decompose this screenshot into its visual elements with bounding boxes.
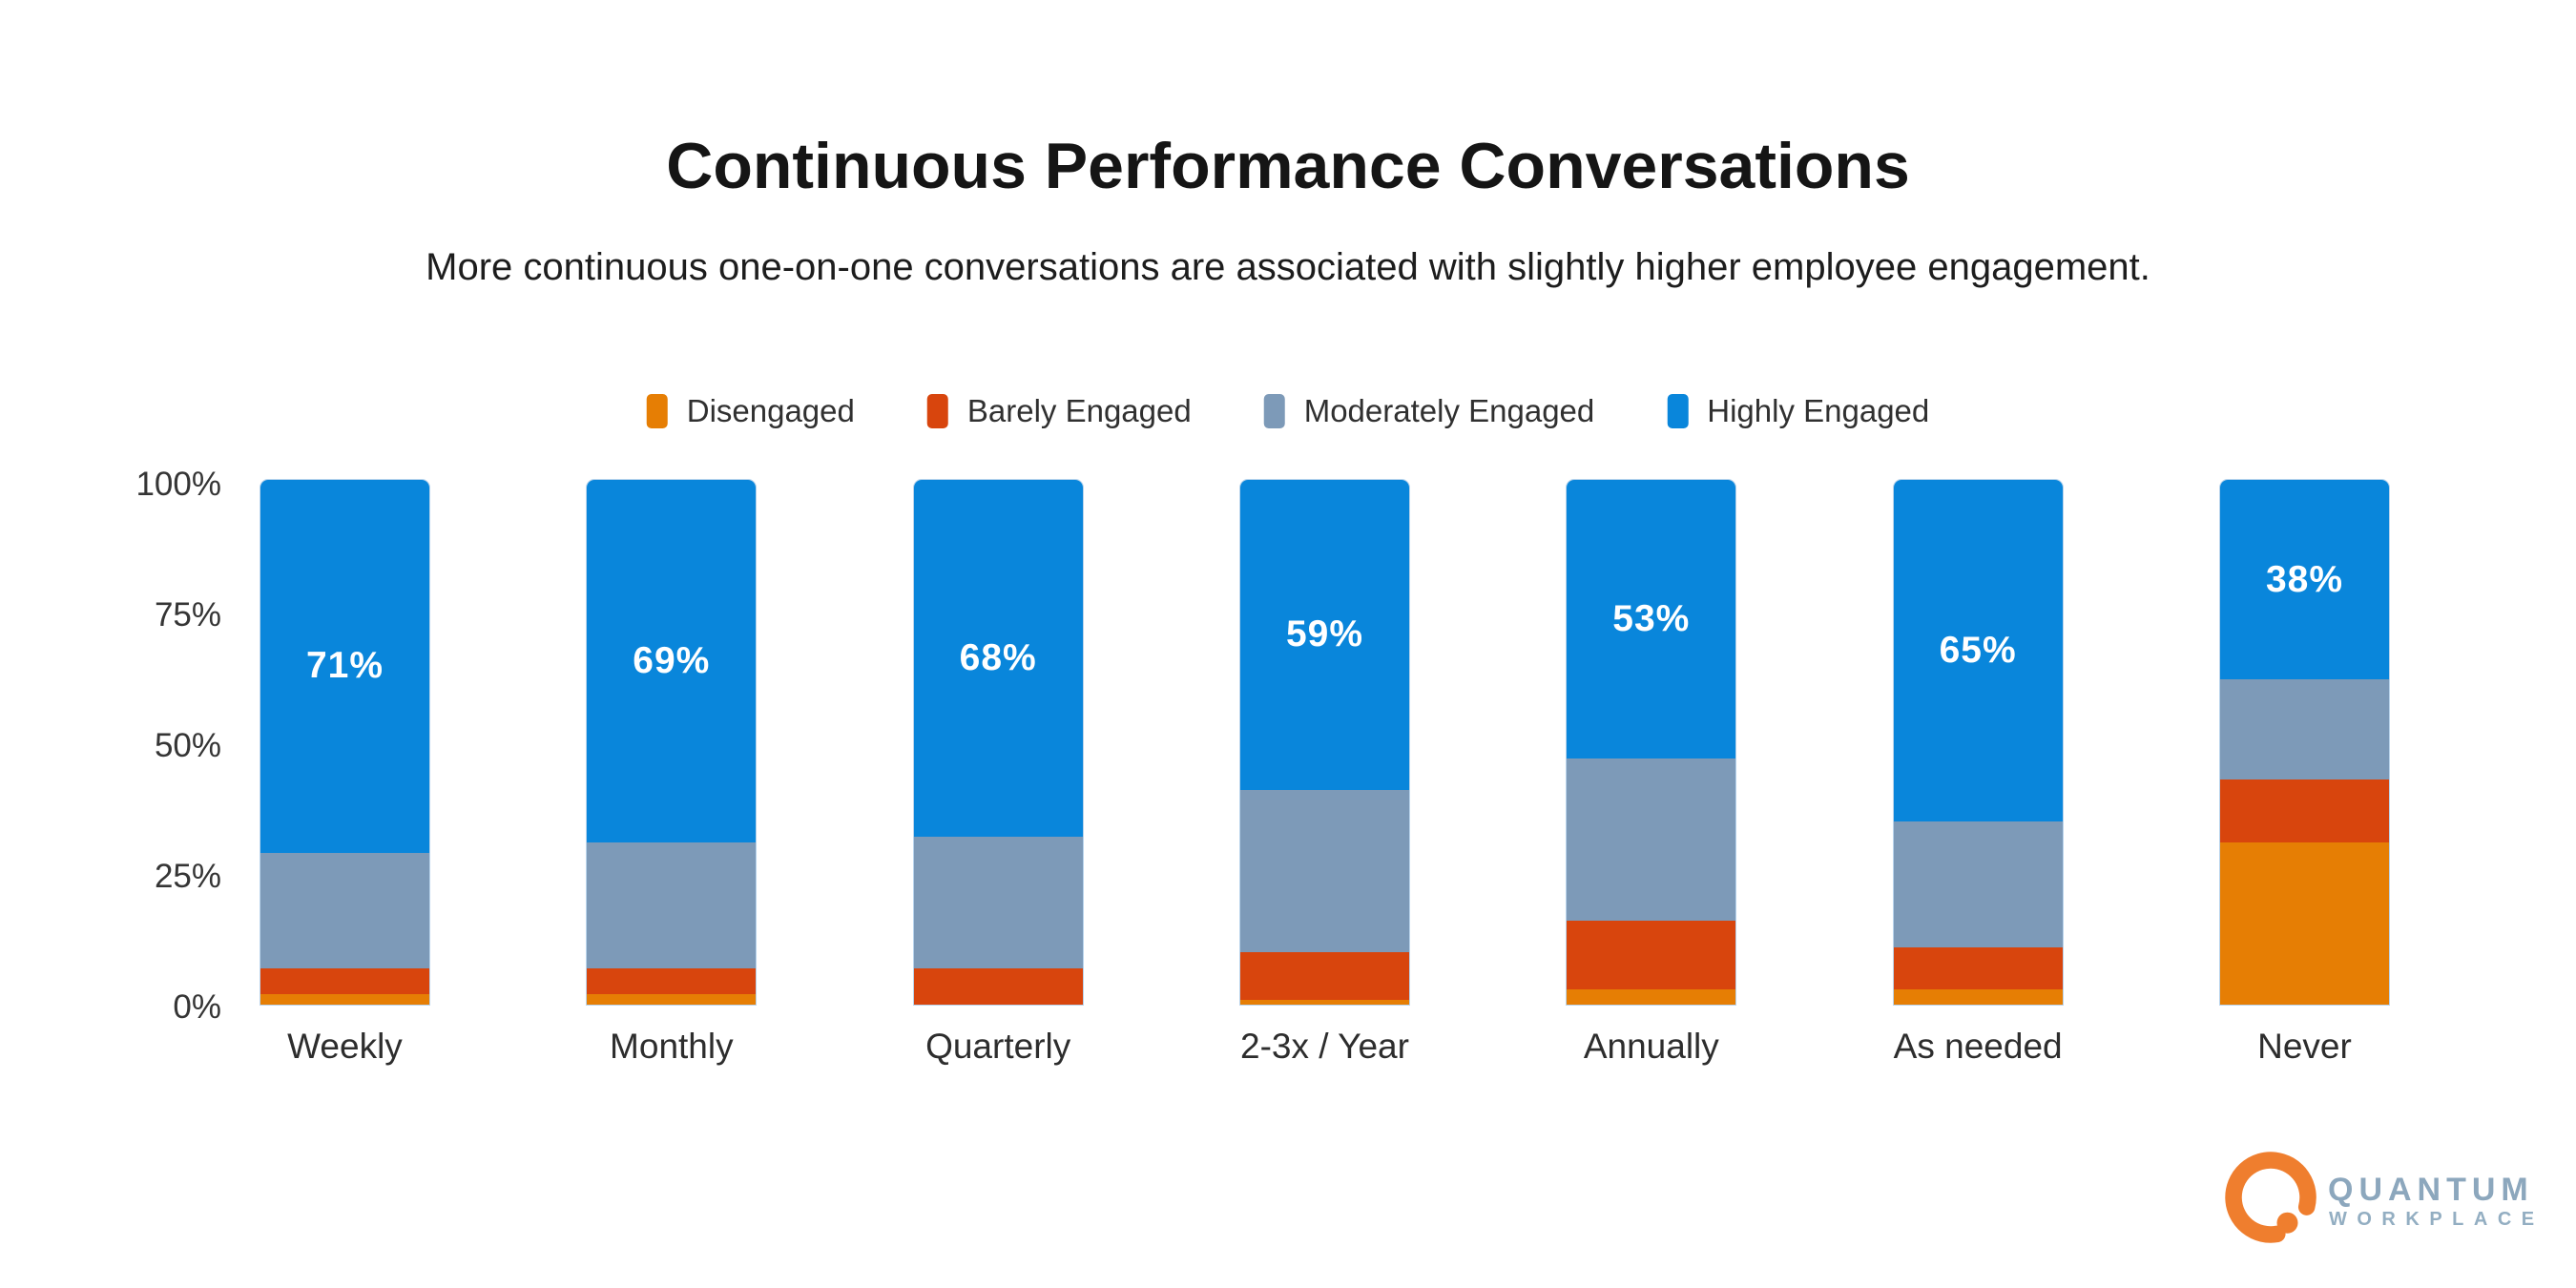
segment-barely-engaged-2-3x-year: [1239, 952, 1409, 1000]
legend: Disengaged Barely Engaged Moderately Eng…: [646, 393, 1929, 429]
x-axis-label-text: Monthly: [610, 1027, 734, 1066]
bar-value-label-weekly: 71%: [305, 645, 384, 687]
segment-disengaged-monthly: [587, 994, 757, 1005]
segment-barely-engaged-annually: [1567, 921, 1736, 989]
segment-moderately-engaged-as-needed: [1893, 821, 2063, 947]
segment-moderately-engaged-monthly: [587, 841, 757, 968]
legend-swatch-moderately-engaged-icon: [1263, 394, 1285, 428]
segment-highly-engaged-weekly: 71%: [260, 480, 429, 853]
q-ring-icon: [2225, 1152, 2316, 1243]
chart-title: Continuous Performance Conversations: [666, 130, 1910, 202]
bar-value-label-quarterly: 68%: [959, 637, 1037, 678]
segment-highly-engaged-2-3x-year: 59%: [1239, 480, 1409, 790]
y-axis-label-100: 100%: [135, 466, 221, 503]
legend-swatch-barely-engaged-icon: [926, 394, 948, 428]
quantum-workplace-logo: QUANTUM WORKPLACE: [2221, 1139, 2555, 1268]
legend-item-highly-engaged: Highly Engaged: [1667, 393, 1929, 429]
logo-brand-name: QUANTUM: [2328, 1172, 2534, 1208]
bar-monthly: 69%: [586, 479, 758, 1006]
segment-highly-engaged-monthly: 69%: [587, 480, 757, 842]
segment-moderately-engaged-2-3x-year: [1239, 789, 1409, 952]
logo-brand-subname: WORKPLACE: [2329, 1209, 2545, 1230]
bar-weekly: 71%: [260, 479, 430, 1006]
x-axis-label-text: As needed: [1893, 1027, 2063, 1066]
x-axis-label-weekly: Weekly: [260, 1027, 430, 1067]
segment-barely-engaged-weekly: [260, 967, 429, 994]
segment-barely-engaged-quarterly: [913, 967, 1083, 1005]
segment-highly-engaged-never: 38%: [2219, 480, 2389, 679]
x-axis-label-monthly: Monthly: [586, 1027, 757, 1067]
x-axis-label-2-3x-year: 2-3x / Year: [1239, 1027, 1410, 1067]
segment-disengaged-as-needed: [1893, 988, 2063, 1005]
segment-highly-engaged-as-needed: 65%: [1893, 480, 2063, 821]
x-axis-label-text: Annually: [1583, 1027, 1719, 1066]
x-axis-label-text: Quarterly: [925, 1027, 1071, 1066]
chart-subtitle: More continuous one-on-one conversations…: [426, 246, 2150, 288]
x-axis-label-never: Never: [2219, 1027, 2390, 1067]
legend-label-barely-engaged: Barely Engaged: [966, 393, 1192, 428]
y-axis-label-0: 0%: [173, 988, 221, 1026]
x-axis: Weekly Monthly Quarterly 2-3x / Year Annuall…: [260, 1027, 2390, 1067]
segment-barely-engaged-monthly: [587, 967, 757, 994]
x-axis-label-quarterly: Quarterly: [913, 1027, 1084, 1067]
segment-moderately-engaged-quarterly: [913, 837, 1083, 968]
y-axis: 100% 75% 50% 25% 0%: [55, 0, 221, 1049]
x-axis-label-text: 2-3x / Year: [1240, 1027, 1409, 1066]
legend-label-disengaged: Disengaged: [686, 393, 855, 428]
y-axis-label-25: 25%: [154, 858, 221, 895]
legend-item-barely-engaged: Barely Engaged: [926, 393, 1192, 429]
bar-never: 38%: [2218, 479, 2390, 1006]
segment-moderately-engaged-annually: [1567, 758, 1736, 921]
x-axis-label-text: Weekly: [287, 1027, 403, 1066]
x-axis-label-annually: Annually: [1566, 1027, 1736, 1067]
legend-item-disengaged: Disengaged: [646, 393, 855, 429]
segment-disengaged-never: [2219, 841, 2389, 1005]
bar-value-label-2-3x-year: 59%: [1285, 613, 1364, 655]
segment-barely-engaged-never: [2219, 779, 2389, 842]
legend-label-moderately-engaged: Moderately Engaged: [1303, 393, 1595, 428]
segment-disengaged-2-3x-year: [1239, 999, 1409, 1005]
segment-moderately-engaged-never: [2219, 679, 2389, 779]
legend-item-moderately-engaged: Moderately Engaged: [1263, 393, 1595, 429]
segment-moderately-engaged-weekly: [260, 852, 429, 968]
segment-highly-engaged-quarterly: 68%: [913, 480, 1083, 837]
bar-value-label-annually: 53%: [1612, 597, 1691, 639]
legend-swatch-disengaged-icon: [646, 394, 668, 428]
x-axis-label-as-needed: As needed: [1893, 1027, 2064, 1067]
segment-highly-engaged-annually: 53%: [1567, 480, 1736, 758]
bar-quarterly: 68%: [912, 479, 1084, 1006]
bar-value-label-never: 38%: [2265, 558, 2343, 600]
legend-label-highly-engaged: Highly Engaged: [1707, 393, 1930, 428]
y-axis-label-75: 75%: [154, 596, 221, 634]
segment-disengaged-annually: [1567, 988, 1736, 1005]
bar-as-needed: 65%: [1892, 479, 2064, 1006]
segment-disengaged-weekly: [260, 994, 429, 1005]
bar-2-3x-year: 59%: [1238, 479, 1410, 1006]
legend-swatch-highly-engaged-icon: [1667, 394, 1689, 428]
bar-value-label-monthly: 69%: [633, 639, 711, 681]
bar-annually: 53%: [1566, 479, 1737, 1006]
x-axis-label-text: Never: [2257, 1027, 2352, 1066]
plot-area: 71% 69% 68% 59% 53% 65% 38%: [260, 479, 2390, 1006]
y-axis-label-50: 50%: [154, 727, 221, 764]
bar-value-label-as-needed: 65%: [1939, 629, 2017, 671]
segment-barely-engaged-as-needed: [1893, 946, 2063, 989]
